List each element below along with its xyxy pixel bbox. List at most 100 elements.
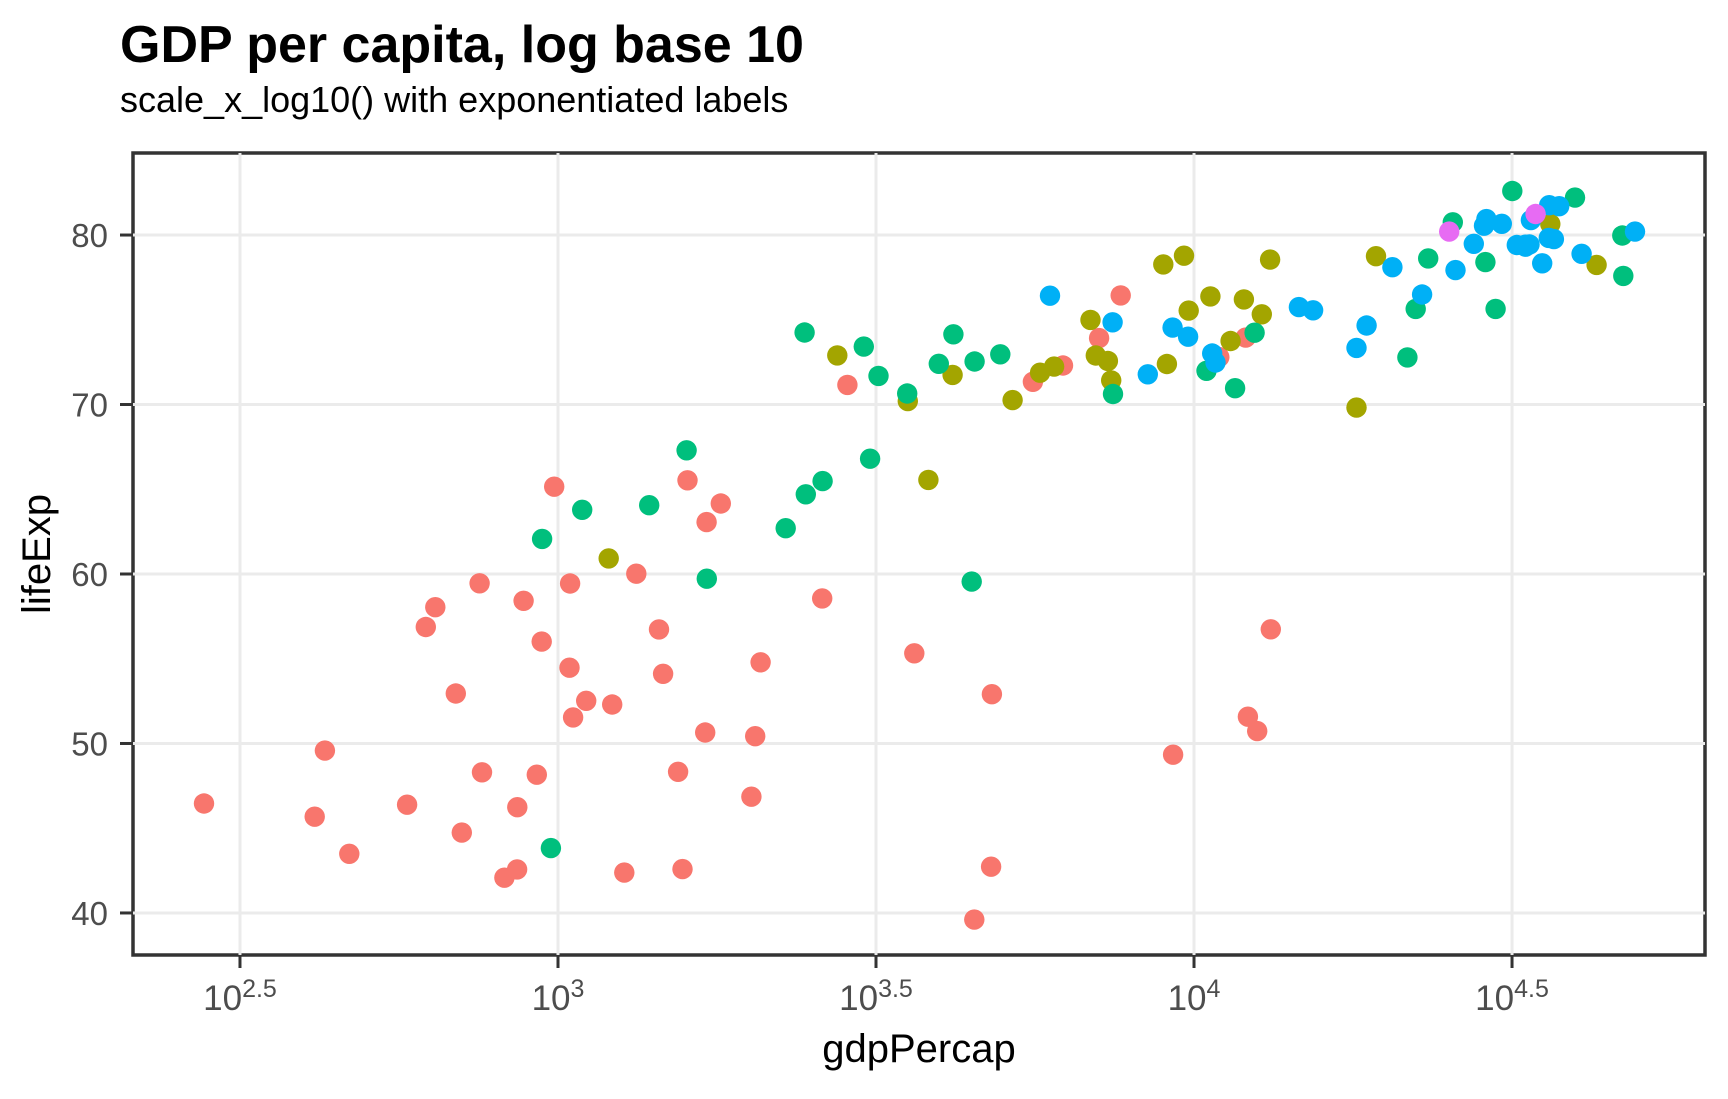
data-point-sky-blue xyxy=(1624,221,1646,242)
chart-title: GDP per capita, log base 10 xyxy=(120,16,804,74)
data-point-sky-blue xyxy=(1382,257,1403,278)
data-point-red xyxy=(1088,327,1110,349)
data-point-red xyxy=(1260,619,1282,640)
data-point-red xyxy=(1247,720,1268,742)
y-tick-label: 40 xyxy=(71,895,108,932)
data-point-olive-yellow xyxy=(1173,245,1195,266)
data-point-red xyxy=(193,793,215,814)
data-point-sky-blue xyxy=(1463,233,1485,254)
data-point-red xyxy=(602,694,623,715)
data-point-sky-blue xyxy=(1445,259,1466,281)
data-point-red xyxy=(1162,744,1184,765)
data-point-red xyxy=(471,762,493,783)
data-point-red xyxy=(672,858,693,880)
data-point-sky-blue xyxy=(1515,234,1536,255)
data-point-red xyxy=(425,597,446,618)
data-point-red xyxy=(904,643,925,664)
data-point-red xyxy=(745,726,766,747)
data-point-red xyxy=(314,740,336,761)
data-point-olive-yellow xyxy=(1153,254,1174,275)
data-point-green xyxy=(1485,298,1506,320)
data-point-red xyxy=(812,588,833,609)
y-tick-label: 70 xyxy=(71,387,108,424)
data-point-sky-blue xyxy=(1356,315,1377,336)
data-point-sky-blue xyxy=(1162,317,1183,338)
data-point-red xyxy=(626,563,647,584)
data-point-red xyxy=(544,476,565,497)
data-point-red xyxy=(741,786,762,807)
data-point-red xyxy=(415,616,436,638)
data-point-sky-blue xyxy=(1302,300,1324,321)
chart-subtitle: scale_x_log10() with exponentiated label… xyxy=(120,79,788,120)
data-point-red xyxy=(964,909,985,930)
y-tick-labels: 40 50 60 70 80 xyxy=(71,217,108,932)
x-tick-labels: 102.5 103 103.5 104 104.5 xyxy=(203,975,1549,1018)
data-point-red xyxy=(445,683,466,704)
data-point-olive-yellow xyxy=(918,469,939,491)
data-point-green xyxy=(1502,180,1523,202)
data-point-red xyxy=(469,573,490,594)
data-point-olive-yellow xyxy=(1586,254,1607,276)
data-point-sky-blue xyxy=(1543,228,1565,250)
data-point-red xyxy=(526,764,547,785)
data-point-red xyxy=(667,761,689,782)
data-point-green xyxy=(897,383,918,404)
data-point-sky-blue xyxy=(1549,196,1570,217)
data-point-green xyxy=(943,324,964,345)
plot-panel xyxy=(131,151,1707,957)
data-point-red xyxy=(710,493,731,514)
data-point-green xyxy=(572,499,593,520)
data-point-green xyxy=(868,365,889,387)
axis-tick-marks xyxy=(120,233,1514,968)
y-tick-label: 60 xyxy=(71,556,108,593)
data-point-red xyxy=(507,797,528,818)
y-tick-label: 80 xyxy=(71,217,108,254)
data-point-olive-yellow xyxy=(598,548,619,569)
data-point-green xyxy=(1244,322,1265,343)
data-point-red xyxy=(559,657,580,678)
data-point-green xyxy=(531,528,553,550)
data-point-sky-blue xyxy=(1102,312,1123,333)
data-point-magenta xyxy=(1439,221,1460,242)
data-point-green xyxy=(1224,378,1246,399)
data-point-green xyxy=(1418,248,1439,269)
data-point-green xyxy=(1102,383,1124,405)
data-point-red xyxy=(562,707,584,728)
data-point-sky-blue xyxy=(1137,364,1159,385)
x-axis-title: gdpPercap xyxy=(822,1027,1015,1071)
data-point-green xyxy=(812,470,833,492)
data-point-olive-yellow xyxy=(1365,246,1387,267)
x-tick-label: 104.5 xyxy=(1475,975,1549,1018)
y-tick-label: 50 xyxy=(71,725,108,762)
data-point-red xyxy=(981,684,1003,705)
data-point-red xyxy=(695,722,716,743)
data-point-sky-blue xyxy=(1411,284,1433,305)
data-point-olive-yellow xyxy=(1080,309,1101,331)
data-point-green xyxy=(540,837,562,859)
x-tick-label: 103 xyxy=(532,975,585,1018)
data-point-red xyxy=(339,843,360,864)
data-point-red xyxy=(396,794,418,815)
data-point-green xyxy=(795,484,816,505)
data-point-olive-yellow xyxy=(1200,286,1221,307)
data-point-olive-yellow xyxy=(1097,350,1119,372)
data-point-green xyxy=(775,518,796,539)
data-point-green xyxy=(859,448,881,469)
data-point-green xyxy=(794,322,815,343)
data-point-olive-yellow xyxy=(1346,397,1367,418)
data-point-sky-blue xyxy=(1571,243,1592,264)
data-point-green xyxy=(928,353,949,374)
data-point-green xyxy=(961,571,982,592)
data-point-olive-yellow xyxy=(827,345,848,366)
data-point-olive-yellow xyxy=(1220,330,1241,352)
data-point-green xyxy=(676,440,697,461)
data-point-red xyxy=(1110,285,1131,306)
data-point-olive-yellow xyxy=(1156,353,1178,375)
data-point-olive-yellow xyxy=(1259,249,1281,270)
data-point-red xyxy=(451,822,472,843)
data-point-red xyxy=(750,652,771,673)
data-point-magenta xyxy=(1525,203,1546,225)
data-point-olive-yellow xyxy=(1029,362,1051,383)
